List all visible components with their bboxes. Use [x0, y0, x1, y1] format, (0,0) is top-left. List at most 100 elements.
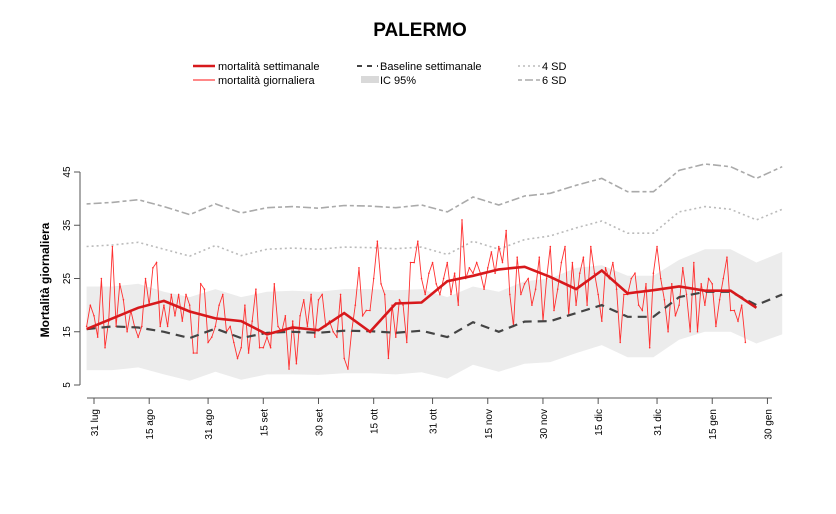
daily-point	[527, 277, 530, 280]
daily-point	[693, 261, 695, 264]
daily-point	[166, 325, 169, 328]
daily-point	[185, 293, 187, 296]
daily-point	[269, 346, 272, 349]
daily-point	[494, 272, 496, 274]
daily-point	[737, 320, 739, 322]
daily-point	[376, 240, 379, 243]
daily-point	[218, 304, 220, 306]
weekly-mortality-line	[86, 265, 758, 336]
daily-point	[203, 288, 206, 290]
daily-point	[266, 336, 268, 338]
daily-point	[317, 299, 320, 301]
daily-point	[696, 330, 699, 333]
daily-point	[582, 256, 585, 259]
daily-point	[247, 352, 250, 354]
daily-point	[439, 293, 441, 296]
daily-point	[417, 240, 419, 243]
daily-point	[722, 277, 725, 280]
legend-weekly-label: mortalità settimanale	[218, 61, 320, 73]
daily-point	[516, 256, 518, 259]
daily-point	[163, 304, 165, 306]
y-tick-label: 5	[62, 382, 73, 388]
daily-point	[402, 304, 404, 306]
daily-point	[457, 304, 460, 306]
baseline-line	[86, 290, 783, 340]
daily-point	[505, 229, 507, 232]
daily-point	[170, 293, 173, 296]
daily-point	[332, 330, 335, 333]
daily-point	[244, 304, 246, 306]
daily-point	[302, 299, 305, 301]
daily-point	[715, 325, 717, 328]
daily-point	[343, 357, 346, 360]
daily-point	[700, 283, 702, 285]
x-tick-label: 15 set	[259, 409, 270, 436]
daily-point	[96, 336, 99, 338]
daily-point	[240, 346, 242, 349]
daily-point	[446, 261, 449, 264]
daily-point	[461, 219, 463, 221]
daily-point	[689, 330, 691, 333]
daily-point	[192, 352, 195, 354]
daily-point	[472, 272, 474, 274]
daily-point	[678, 304, 680, 306]
daily-point	[564, 245, 566, 248]
daily-point	[520, 293, 522, 296]
x-tick-label: 31 ott	[429, 409, 440, 434]
x-tick-label: 15 ott	[370, 409, 381, 434]
x-tick-label: 30 set	[314, 409, 325, 436]
y-tick-label: 25	[62, 273, 73, 285]
daily-point	[177, 293, 180, 296]
daily-point	[155, 261, 158, 264]
daily-point	[314, 336, 316, 338]
sd4-line	[86, 205, 783, 257]
ci-95-band	[86, 249, 783, 381]
daily-point	[233, 341, 235, 344]
axes: 5 15 25 35 45 31 lug 15 ago 31 ago 15 set 30 set 1…	[62, 166, 774, 440]
daily-point	[159, 325, 162, 328]
daily-point	[483, 288, 485, 290]
legend-baseline-label: Baseline settimanale	[380, 61, 482, 73]
legend-4sd-label: 4 SD	[542, 61, 567, 73]
daily-point	[207, 341, 209, 344]
daily-point	[181, 320, 184, 322]
daily-point	[553, 309, 555, 312]
x-tick-label: 31 ago	[204, 409, 215, 440]
x-tick-label: 31 dic	[653, 409, 664, 436]
daily-point	[623, 293, 625, 296]
legend-ci-swatch	[361, 76, 379, 83]
daily-point	[214, 325, 217, 328]
daily-point	[556, 288, 559, 290]
daily-point	[188, 304, 191, 306]
daily-point	[560, 261, 563, 264]
daily-point	[704, 304, 706, 306]
daily-point	[369, 309, 371, 312]
daily-point	[310, 293, 312, 296]
daily-point	[100, 277, 103, 280]
daily-point	[262, 346, 265, 349]
daily-point	[453, 272, 456, 274]
daily-point	[199, 283, 202, 285]
daily-point	[597, 293, 599, 296]
daily-point	[450, 293, 452, 296]
daily-point	[586, 304, 588, 306]
daily-point	[409, 261, 412, 264]
daily-point	[420, 277, 423, 280]
legend-6sd-label: 6 SD	[542, 75, 567, 87]
daily-point	[641, 309, 644, 312]
daily-point	[152, 267, 154, 269]
daily-point	[428, 272, 430, 274]
daily-point	[670, 283, 673, 285]
x-tick-label: 30 gen	[763, 409, 774, 440]
x-tick-label: 15 ago	[145, 409, 156, 440]
daily-point	[236, 357, 239, 360]
daily-point	[486, 267, 489, 269]
daily-point	[321, 293, 323, 296]
daily-point	[729, 309, 732, 312]
legend-daily-label: mortalità giornaliera	[218, 75, 315, 87]
daily-point	[685, 293, 688, 296]
daily-point	[740, 304, 743, 306]
daily-point	[291, 320, 294, 322]
daily-point	[354, 304, 357, 306]
daily-point	[122, 299, 125, 301]
